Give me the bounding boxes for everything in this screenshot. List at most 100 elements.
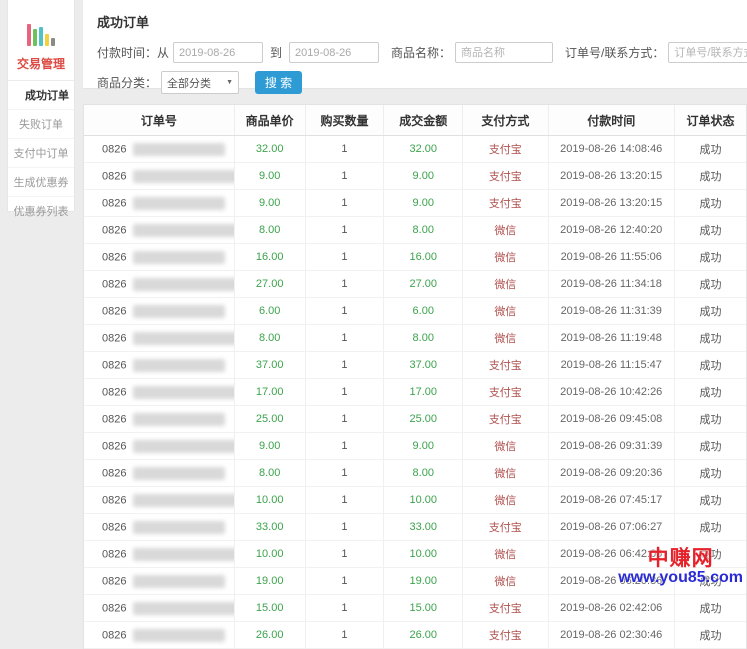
order-number-prefix: 0826: [102, 574, 127, 587]
table-row: 0826 9.00 1 9.00 微信 2019-08-26 09:31:39 成功: [84, 432, 746, 460]
quantity-cell: 1: [305, 621, 385, 649]
order-number-cell: 0826: [84, 540, 235, 568]
order-number-prefix: 0826: [102, 628, 127, 641]
amount-cell: 6.00: [383, 297, 464, 325]
order-number-cell: 0826: [84, 405, 235, 433]
quantity-cell: 1: [305, 594, 385, 622]
redacted-order-number: [133, 331, 234, 345]
order-number-prefix: 0826: [102, 412, 127, 425]
order-number-cell: 0826: [84, 459, 235, 487]
pay-time-cell: 2019-08-26 13:20:15: [548, 189, 675, 217]
sidebar-item-3[interactable]: 生成优惠券: [8, 168, 74, 197]
table-row: 0826 10.00 1 10.00 微信 2019-08-26 07:45:17 成功: [84, 486, 746, 514]
amount-cell: 8.00: [383, 459, 464, 487]
order-number-cell: 0826: [84, 324, 235, 352]
payment-method-cell: 微信: [462, 432, 549, 460]
order-number-prefix: 0826: [102, 385, 127, 398]
quantity-cell: 1: [305, 297, 385, 325]
redacted-order-number: [133, 385, 234, 399]
order-number-cell: 0826: [84, 297, 235, 325]
pay-time-cell: 2019-08-26 13:20:15: [548, 162, 675, 190]
unit-price-cell: 6.00: [234, 297, 306, 325]
date-from-input[interactable]: [173, 42, 264, 63]
status-cell: 成功: [674, 459, 746, 487]
search-button[interactable]: 搜 索: [255, 71, 303, 94]
amount-cell: 9.00: [383, 432, 464, 460]
status-cell: 成功: [674, 378, 746, 406]
unit-price-cell: 17.00: [234, 378, 306, 406]
quantity-cell: 1: [305, 189, 385, 217]
payment-method-cell: 微信: [462, 243, 549, 271]
order-number-cell: 0826: [84, 270, 235, 298]
product-name-input[interactable]: [455, 42, 554, 63]
order-number-cell: 0826: [84, 243, 235, 271]
status-cell: 成功: [674, 270, 746, 298]
order-number-prefix: 0826: [102, 439, 127, 452]
amount-cell: 9.00: [383, 189, 464, 217]
pay-time-cell: 2019-08-26 07:06:27: [548, 513, 675, 541]
status-cell: 成功: [674, 486, 746, 514]
table-header-row: 订单号 商品单价 购买数量 成交金额 支付方式 付款时间 订单状态: [84, 105, 746, 136]
redacted-order-number: [133, 277, 234, 291]
logo-bar-0: [27, 24, 31, 46]
quantity-cell: 1: [305, 351, 385, 379]
pay-time-cell: 2019-08-26 12:40:20: [548, 216, 675, 244]
order-number-prefix: 0826: [102, 520, 127, 533]
quantity-cell: 1: [305, 243, 385, 271]
status-cell: 成功: [674, 189, 746, 217]
redacted-order-number: [133, 250, 226, 264]
quantity-cell: 1: [305, 324, 385, 352]
payment-method-cell: 微信: [462, 486, 549, 514]
sidebar-item-0[interactable]: 成功订单: [8, 81, 74, 110]
order-number-prefix: 0826: [102, 493, 127, 506]
status-cell: 成功: [674, 135, 746, 163]
redacted-order-number: [133, 628, 226, 642]
order-number-prefix: 0826: [102, 277, 127, 290]
payment-method-cell: 微信: [462, 297, 549, 325]
redacted-order-number: [133, 412, 226, 426]
order-number-prefix: 0826: [102, 250, 127, 263]
quantity-cell: 1: [305, 459, 385, 487]
redacted-order-number: [133, 439, 234, 453]
unit-price-cell: 8.00: [234, 324, 306, 352]
table-row: 0826 19.00 1 19.00 微信 2019-08-26 06:20:36 成功: [84, 567, 746, 595]
order-number-cell: 0826: [84, 621, 235, 649]
payment-method-cell: 微信: [462, 270, 549, 298]
category-select[interactable]: 全部分类 ▼: [161, 71, 240, 94]
unit-price-cell: 37.00: [234, 351, 306, 379]
order-number-cell: 0826: [84, 513, 235, 541]
table-row: 0826 8.00 1 8.00 微信 2019-08-26 11:19:48 成功: [84, 324, 746, 352]
amount-cell: 17.00: [383, 378, 464, 406]
redacted-order-number: [133, 196, 226, 210]
status-cell: 成功: [674, 405, 746, 433]
order-number-prefix: 0826: [102, 169, 127, 182]
order-number-prefix: 0826: [102, 223, 127, 236]
quantity-cell: 1: [305, 432, 385, 460]
amount-cell: 19.00: [383, 567, 464, 595]
table-row: 0826 15.00 1 15.00 支付宝 2019-08-26 02:42:06 成功: [84, 594, 746, 622]
order-number-cell: 0826: [84, 594, 235, 622]
pay-time-label: 付款时间：从: [97, 46, 170, 60]
redacted-order-number: [133, 223, 234, 237]
order-contact-input[interactable]: [668, 42, 747, 63]
payment-method-cell: 支付宝: [462, 621, 549, 649]
order-number-prefix: 0826: [102, 601, 127, 614]
order-number-cell: 0826: [84, 162, 235, 190]
sidebar-item-1[interactable]: 失败订单: [8, 110, 74, 139]
unit-price-cell: 8.00: [234, 459, 306, 487]
filter-row-1: 付款时间：从 到 商品名称： 订单号/联系方式：: [97, 42, 747, 63]
quantity-cell: 1: [305, 162, 385, 190]
redacted-order-number: [133, 547, 234, 561]
date-to-input[interactable]: [289, 42, 380, 63]
pay-time-cell: 2019-08-26 14:08:46: [548, 135, 675, 163]
amount-cell: 8.00: [383, 324, 464, 352]
amount-cell: 27.00: [383, 270, 464, 298]
quantity-cell: 1: [305, 405, 385, 433]
order-number-prefix: 0826: [102, 304, 127, 317]
sidebar-item-4[interactable]: 优惠券列表: [13, 206, 69, 218]
amount-cell: 9.00: [383, 162, 464, 190]
filter-row-2: 商品分类： 全部分类 ▼ 搜 索: [97, 71, 747, 94]
sidebar-item-2[interactable]: 支付中订单: [8, 139, 74, 168]
table-row: 0826 6.00 1 6.00 微信 2019-08-26 11:31:39 成功: [84, 297, 746, 325]
pay-time-cell: 2019-08-26 06:20:36: [548, 567, 675, 595]
